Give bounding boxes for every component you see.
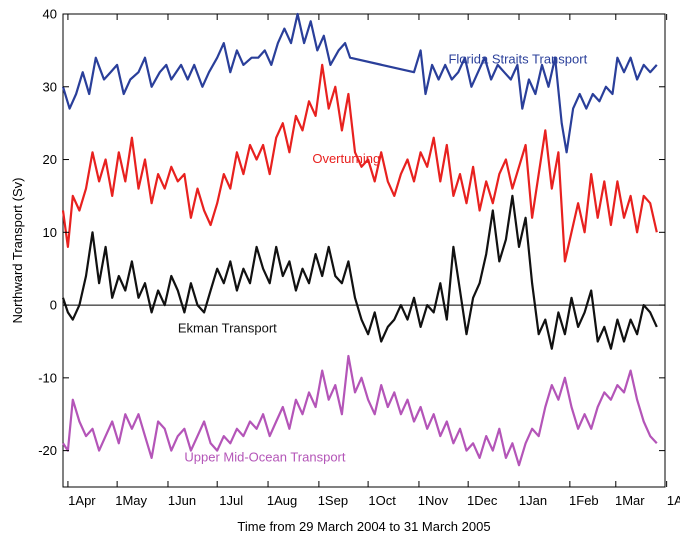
y-tick-label: 0 (50, 298, 57, 313)
y-tick-label: 40 (43, 7, 57, 22)
x-tick-label: 1Feb (569, 493, 599, 508)
florida-straits-transport-line (61, 12, 658, 154)
y-tick-label: 30 (43, 79, 57, 94)
x-tick-label: 1Jun (168, 493, 196, 508)
y-axis-ticks: -20 -10 0 10 20 30 40 (38, 7, 665, 458)
x-tick-label: 1Dec (467, 493, 498, 508)
x-axis-ticks: 1Apr 1May 1Jun 1Jul 1Aug 1Sep 1Oct 1Nov 1Dec 1Jan… (67, 14, 680, 508)
x-tick-label: 1Jul (219, 493, 243, 508)
x-tick-label: 1Aug (267, 493, 297, 508)
upper-mid-ocean-transport-line (62, 354, 658, 467)
plot-area: Florida Straits Transport Overturning Ekma… (61, 12, 666, 488)
overturning-label: Overturning (312, 151, 380, 166)
x-tick-label: 1Mar (615, 493, 645, 508)
ekman-transport-label: Ekman Transport (178, 321, 277, 336)
plot-frame (62, 13, 666, 488)
ekman-transport-line (61, 194, 658, 350)
x-tick-label: 1Nov (418, 493, 449, 508)
x-tick-label: 1May (115, 493, 147, 508)
x-tick-label: 1Jan (519, 493, 547, 508)
x-tick-label: 1Apr (68, 493, 96, 508)
y-tick-label: -10 (38, 370, 57, 385)
x-tick-label: 1Apr (667, 493, 680, 508)
x-tick-label: 1Oct (368, 493, 396, 508)
overturning-line (61, 63, 658, 263)
y-tick-label: 10 (43, 225, 57, 240)
upper-mid-ocean-transport-label: Upper Mid-Ocean Transport (184, 450, 346, 465)
florida-straits-transport-label: Florida Straits Transport (448, 51, 587, 66)
x-axis-label: Time from 29 March 2004 to 31 March 2005 (237, 519, 490, 534)
y-tick-label: -20 (38, 443, 57, 458)
x-tick-label: 1Sep (318, 493, 348, 508)
y-axis-label: Northward Transport (Sv) (10, 178, 25, 324)
y-tick-label: 20 (43, 152, 57, 167)
